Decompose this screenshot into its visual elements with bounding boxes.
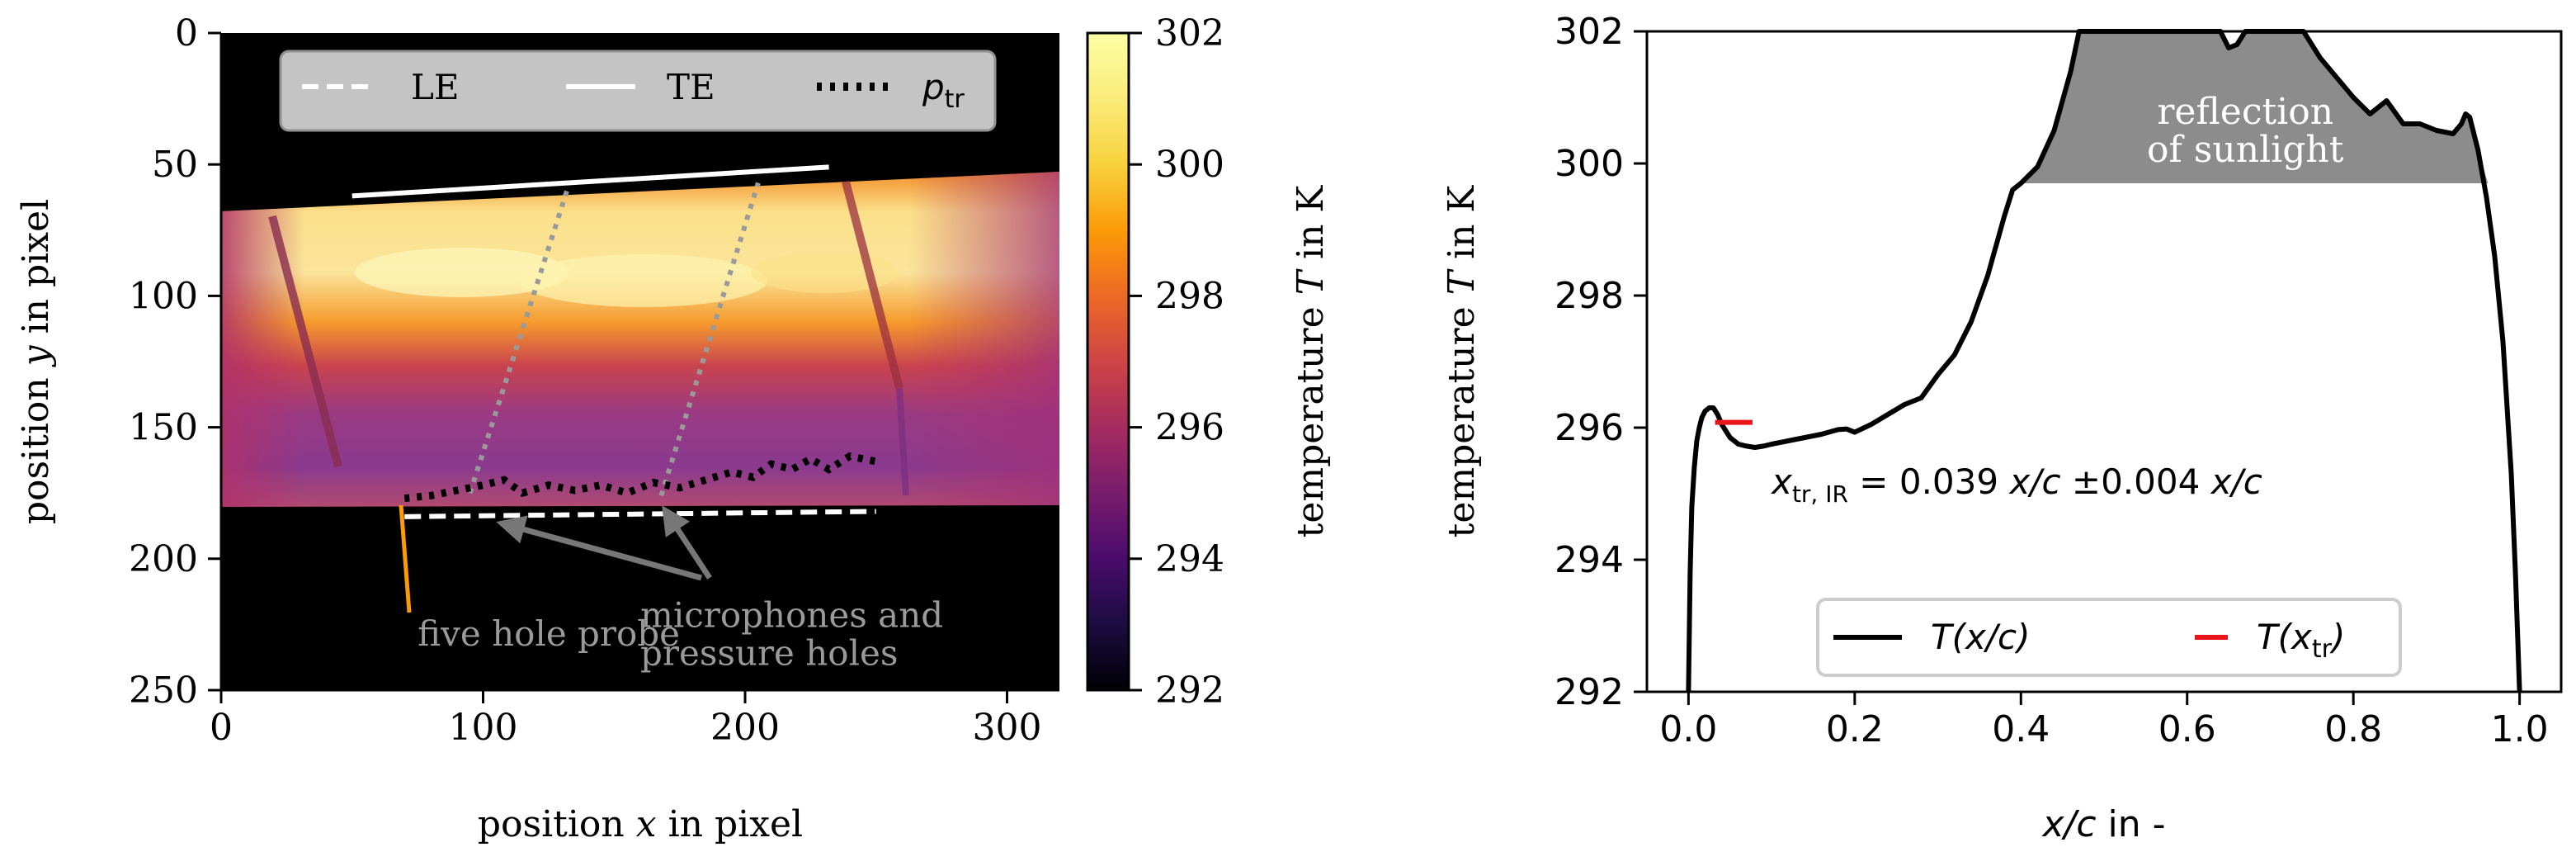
leading-edge-line [404,509,876,519]
line-chart-x-tick-label: 0.6 [2158,708,2216,750]
colorbar-label: temperature T in K [1290,185,1332,538]
heatmap-y-tick-label: 100 [129,275,198,317]
line-chart-legend-box [1816,598,2402,677]
heatmap-hot-spot [751,252,899,293]
line-chart-legend: T(x/c) T(xtr) [1816,598,2402,677]
reflection-shaded-area [2011,31,2489,183]
colorbar: 292 294 296 298 300 302 temperature T in K [1086,12,1332,712]
heatmap-y-tick-label: 150 [129,407,198,449]
reflection-shaded-region [2011,31,2489,183]
line-chart-x-tick-label: 0.4 [1992,708,2050,750]
line-chart-y-tick-label: 294 [1555,539,1624,581]
heatmap-wedge-streak [268,215,342,468]
colorbar-tick-label: 292 [1155,670,1224,712]
heatmap-legend-box [279,50,997,132]
annotation-reflection-line2: of sunlight [2147,129,2344,171]
heatmap-wedge-streak [842,180,903,390]
annotation-reflection-line1: reflection [2157,91,2333,133]
temperature-series [1686,29,2522,693]
annotation-arrow [496,515,702,581]
heatmap-overlay-series [351,164,877,519]
legend-te-label: TE [667,67,715,107]
colorbar-tick-label: 302 [1155,12,1224,54]
heatmap-x-tick-label: 200 [710,707,780,749]
heatmap-annotations: five hole probe microphones and pressure… [418,505,943,674]
line-chart-x-tick-label: 0.8 [2324,708,2382,750]
trailing-edge-line [351,164,829,199]
annotation-transition-location: xtr, IR = 0.039 x/c ±0.004 x/c [1770,461,2262,508]
microphone-line [658,182,761,497]
heatmap-edge-shading [221,172,1059,507]
heatmap-image [221,172,1059,613]
line-chart-y-tick-label: 296 [1555,407,1624,449]
heatmap-x-tick-label: 300 [973,707,1042,749]
heatmap-hot-spot [355,248,569,297]
legend-t-label: T(x/c) [1931,617,2031,657]
ir-image-panel: LE TE ptr five hole probe microphones an… [15,12,1059,845]
heatmap-x-tick-label: 100 [449,707,518,749]
annotation-five-hole-probe: five hole probe [418,613,680,654]
temperature-line [1686,29,2522,693]
heatmap-axes: 0 100 200 300 0 50 100 150 200 250 [129,12,1059,749]
line-chart-x-axis-label: x/c in - [2041,803,2165,845]
line-chart-y-tick-label: 302 [1555,11,1624,53]
line-chart-x-tick-label: 0.2 [1826,708,1884,750]
heatmap-y-axis-label: position y in pixel [15,199,57,524]
colorbar-ticks: 292 294 296 298 300 302 [1129,12,1224,712]
line-chart-x-tick-label: 1.0 [2491,708,2549,750]
line-chart-plot-frame [1645,30,2563,693]
heatmap-y-tick-label: 0 [175,12,198,54]
line-chart-y-tick-label: 300 [1555,143,1624,185]
five-hole-probe-streak [399,504,412,613]
temperature-distribution-chart: reflection of sunlight xtr, IR = 0.039 x… [1441,11,2563,845]
line-chart-y-tick-label: 292 [1555,671,1624,713]
legend-le-label: LE [411,67,460,107]
heatmap-y-tick-label: 250 [129,670,198,712]
heatmap-y-tick-label: 50 [152,144,198,186]
colorbar-tick-label: 294 [1155,538,1224,580]
line-chart-y-axis-label: temperature T in K [1441,185,1483,538]
colorbar-tick-label: 296 [1155,407,1224,449]
line-chart-axes: 0.0 0.2 0.4 0.6 0.8 1.0 292 294 296 298 300 302 [1555,11,2549,750]
legend-ttr-label: T(xtr) [2257,617,2345,664]
line-chart-x-tick-label: 0.0 [1659,708,1717,750]
line-chart-y-tick-label: 298 [1555,275,1624,317]
ptr-line [403,452,877,503]
colorbar-gradient-bar [1086,31,1130,692]
legend-ptr-label: ptr [922,67,965,114]
heatmap-x-tick-label: 0 [210,707,233,749]
heatmap-legend: LE TE ptr [279,50,997,132]
heatmap-x-axis-label: position x in pixel [478,803,803,845]
heatmap-hot-spot [520,254,767,307]
annotation-microphones-line2: pressure holes [640,633,898,674]
annotation-microphones-line1: microphones and [640,595,943,636]
heatmap-wedge-streak [896,387,909,496]
colorbar-tick-label: 298 [1155,275,1224,317]
annotation-arrow [662,505,712,580]
colorbar-tick-label: 300 [1155,144,1224,186]
heatmap-y-tick-label: 200 [129,538,198,580]
